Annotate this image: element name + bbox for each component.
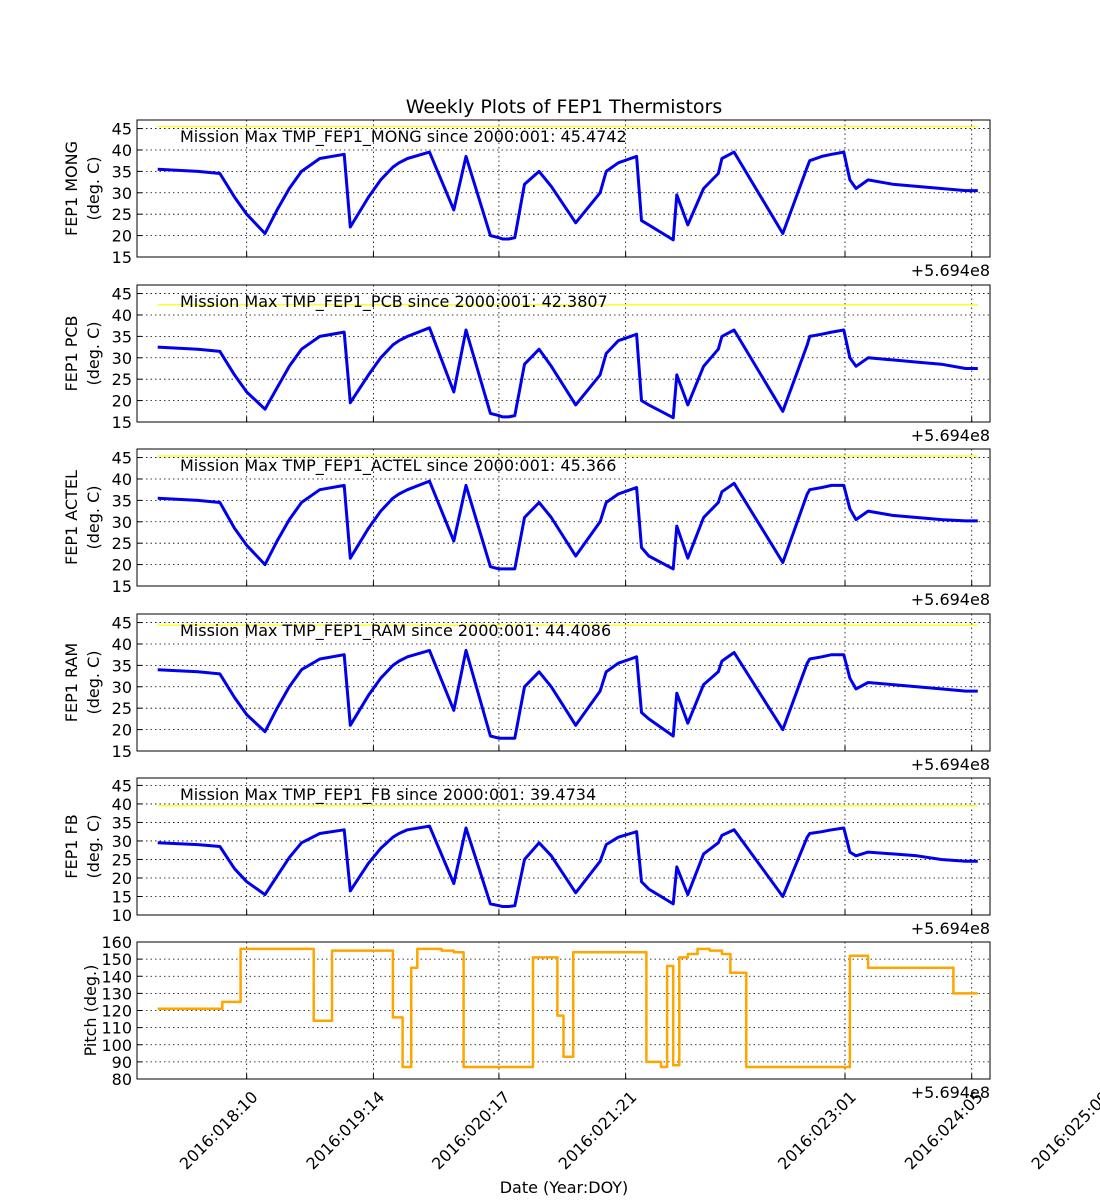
- panel-ram-y-tick-label: 35: [112, 656, 132, 675]
- panel-actel-y-tick-label: 30: [112, 513, 132, 532]
- panel-pitch-series-line: [157, 947, 978, 1069]
- x-tick-label: 2016:023:01: [774, 1087, 860, 1173]
- panel-pitch-y-tick-label: 130: [101, 984, 132, 1003]
- panel-fb-y-tick-label: 30: [112, 832, 132, 851]
- panel-ram-frame: [136, 613, 991, 752]
- panel-pcb-y-axis-label: (deg. C): [84, 322, 103, 386]
- panel-pcb-series-line: [157, 326, 978, 420]
- panel-mong-y-axis-label: FEP1 MONG: [62, 141, 81, 236]
- panel-actel-y-axis-label: FEP1 ACTEL: [62, 470, 81, 565]
- panel-actel-frame: [136, 448, 991, 587]
- panel-pitch-y-tick-label: 120: [101, 1002, 132, 1021]
- panel-pcb: 15 20 25 30 35 40 45 Mission Max TMP_FEP1_PCB s…: [62, 284, 991, 445]
- panel-actel-annotation: Mission Max TMP_FEP1_ACTEL since 2000:00…: [180, 456, 616, 476]
- panel-ram-y-tick-label: 20: [112, 721, 132, 740]
- panel-ram-annotation: Mission Max TMP_FEP1_RAM since 2000:001:…: [180, 621, 611, 641]
- panel-fb-annotation: Mission Max TMP_FEP1_FB since 2000:001: …: [180, 785, 596, 805]
- panel-ram-y-tick-label: 30: [112, 678, 132, 697]
- panel-actel-y-axis-label: (deg. C): [84, 486, 103, 550]
- panel-fb-y-tick-label: 15: [112, 887, 132, 906]
- panel-mong-y-tick-label: 35: [112, 162, 132, 181]
- panel-actel-y-tick-label: 25: [112, 534, 132, 553]
- panel-mong-y-tick-label: 45: [112, 120, 132, 139]
- panel-fb-y-tick-label: 45: [112, 776, 132, 795]
- panel-ram-y-tick-label: 15: [112, 742, 132, 761]
- x-tick-label: 2016:018:10: [176, 1087, 262, 1173]
- x-tick-label: 2016:021:21: [555, 1087, 641, 1173]
- panel-pcb-y-tick-label: 35: [112, 327, 132, 346]
- panel-pcb-y-axis-label: FEP1 PCB: [62, 315, 81, 391]
- panel-pitch-y-tick-label: 100: [101, 1036, 132, 1055]
- panel-pcb-y-tick-label: 30: [112, 349, 132, 368]
- panel-fb-y-tick-label: 25: [112, 850, 132, 869]
- panel-actel-y-tick-label: 45: [112, 449, 132, 468]
- panel-fb-y-tick-label: 35: [112, 813, 132, 832]
- panel-fb-series-line: [157, 824, 978, 908]
- panel-fb-offset-label: +5.694e8: [911, 919, 990, 938]
- panel-pcb-y-tick-label: 25: [112, 370, 132, 389]
- panel-mong: 15 20 25 30 35 40 45 Mission Max TMP_FEP1_MONG …: [62, 119, 991, 280]
- panel-actel: 15 20 25 30 35 40 45 Mission Max TMP_FEP1_ACTEL…: [62, 448, 991, 609]
- panel-mong-y-tick-label: 20: [112, 227, 132, 246]
- panel-actel-y-tick-label: 35: [112, 491, 132, 510]
- panel-pitch-y-tick-label: 90: [112, 1053, 132, 1072]
- panel-pcb-y-tick-label: 45: [112, 285, 132, 304]
- panel-actel-y-tick-label: 20: [112, 556, 132, 575]
- panel-pitch-y-axis-label: Pitch (deg.): [81, 965, 100, 1057]
- panel-mong-y-tick-label: 15: [112, 248, 132, 267]
- x-tick-label: 2016:019:14: [302, 1087, 388, 1173]
- panel-pcb-annotation: Mission Max TMP_FEP1_PCB since 2000:001:…: [180, 292, 608, 312]
- panel-pitch-y-tick-label: 150: [101, 950, 132, 969]
- panel-ram-y-tick-label: 25: [112, 699, 132, 718]
- x-tick-label: 2016:020:17: [428, 1087, 514, 1173]
- panel-ram-y-tick-label: 45: [112, 614, 132, 633]
- panel-mong-y-tick-label: 40: [112, 141, 132, 160]
- panel-mong-y-axis-label: (deg. C): [84, 157, 103, 221]
- panel-mong-frame: [136, 119, 991, 258]
- panel-mong-offset-label: +5.694e8: [911, 261, 990, 280]
- panel-ram-offset-label: +5.694e8: [911, 755, 990, 774]
- panel-pitch-frame: [136, 941, 991, 1080]
- panel-fb-y-axis-label: FEP1 FB: [62, 814, 81, 878]
- panel-pitch-offset-label: +5.694e8: [911, 1083, 990, 1102]
- panel-pcb-frame: [136, 284, 991, 423]
- panel-ram: 15 20 25 30 35 40 45 Mission Max TMP_FEP1_RAM s…: [62, 613, 991, 774]
- panel-mong-y-tick-label: 30: [112, 184, 132, 203]
- panel-pitch-y-tick-label: 80: [112, 1070, 132, 1089]
- panel-pitch-y-tick-label: 160: [101, 933, 132, 952]
- panel-pcb-y-tick-label: 15: [112, 413, 132, 432]
- panel-actel-y-tick-label: 15: [112, 577, 132, 596]
- chart-title: Weekly Plots of FEP1 Thermistors: [406, 96, 723, 118]
- panel-fb-y-tick-label: 10: [112, 906, 132, 925]
- panel-actel-series-line: [157, 479, 978, 571]
- panel-fb-y-tick-label: 20: [112, 869, 132, 888]
- panel-fb-y-tick-label: 40: [112, 795, 132, 814]
- panel-pcb-y-tick-label: 40: [112, 306, 132, 325]
- panel-pcb-y-tick-label: 20: [112, 392, 132, 411]
- panel-pitch-y-tick-label: 140: [101, 967, 132, 986]
- x-axis-label: Date (Year:DOY): [500, 1178, 629, 1197]
- panel-ram-y-tick-label: 40: [112, 635, 132, 654]
- panel-mong-series-line: [157, 150, 978, 242]
- x-tick-label: 2016:025:09: [1028, 1087, 1100, 1173]
- panel-actel-y-tick-label: 40: [112, 470, 132, 489]
- panel-fb-frame: [136, 777, 991, 916]
- panel-pcb-offset-label: +5.694e8: [911, 426, 990, 445]
- panel-pitch-y-tick-label: 110: [101, 1019, 132, 1038]
- panel-ram-series-line: [157, 648, 978, 740]
- panel-fb-y-axis-label: (deg. C): [84, 815, 103, 879]
- panel-ram-y-axis-label: FEP1 RAM: [62, 643, 81, 722]
- panel-ram-y-axis-label: (deg. C): [84, 651, 103, 715]
- panel-mong-annotation: Mission Max TMP_FEP1_MONG since 2000:001…: [180, 127, 627, 147]
- panel-mong-y-tick-label: 25: [112, 205, 132, 224]
- panel-actel-offset-label: +5.694e8: [911, 590, 990, 609]
